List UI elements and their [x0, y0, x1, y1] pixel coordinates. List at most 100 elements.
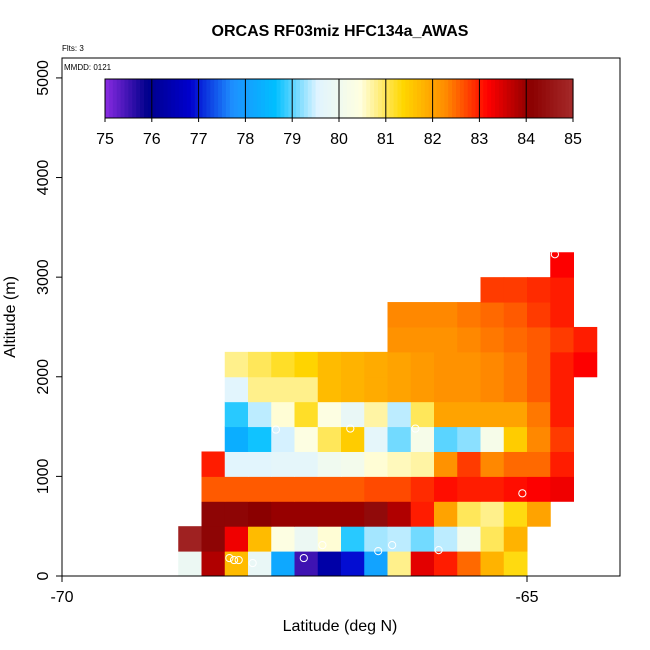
sample-marker — [299, 553, 308, 563]
heatmap-cell — [248, 426, 272, 452]
heatmap-cell — [224, 376, 249, 403]
colorbar-segment — [339, 79, 344, 118]
y-axis-label: Altitude (m) — [2, 276, 19, 358]
heatmap-cell — [248, 401, 272, 428]
colorbar-segment — [557, 79, 562, 118]
colorbar-segment — [222, 79, 227, 118]
heatmap-cell — [341, 476, 365, 502]
colorbar-segment — [393, 79, 399, 118]
colorbar-segment — [498, 79, 504, 118]
y-axis: 0 1000 2000 3000 4000 5000 — [35, 60, 62, 580]
sample-markers — [139, 250, 560, 568]
heatmap-cell — [271, 476, 295, 502]
heatmap-cell — [410, 451, 435, 477]
colorbar-segment — [253, 79, 258, 118]
heatmap-cell — [341, 551, 365, 577]
plot-frame — [61, 57, 621, 577]
heatmap-cell — [480, 551, 505, 577]
colorbar-segment — [467, 79, 473, 118]
heatmap-cell — [410, 302, 435, 328]
sample-marker — [206, 424, 215, 433]
heatmap-cell — [480, 277, 505, 303]
heatmap-cell — [248, 376, 272, 403]
heatmap-cell — [271, 526, 295, 552]
heatmap-cell — [317, 376, 342, 403]
heatmap-cell — [480, 426, 505, 452]
heatmap-cell — [503, 376, 528, 403]
heatmap-cell — [224, 526, 249, 552]
heatmap-cell — [503, 426, 528, 452]
colorbar-segment — [105, 79, 110, 118]
heatmap-cell — [294, 476, 319, 502]
colorbar-segment — [420, 79, 426, 118]
heatmap-cell — [248, 526, 272, 552]
heatmap-cell — [387, 526, 412, 552]
colorbar-segment — [186, 79, 192, 118]
colorbar-segment — [296, 79, 301, 118]
colorbar-segment — [397, 79, 402, 118]
heatmap-cell — [503, 351, 528, 378]
heatmap-cell — [364, 526, 388, 552]
heatmap-cell — [434, 476, 458, 502]
heatmap-cell — [364, 451, 388, 477]
heatmap-cell — [387, 302, 412, 328]
colorbar-segment — [342, 79, 348, 118]
heatmap-cell — [387, 326, 412, 353]
colorbar-segment — [366, 79, 371, 118]
heatmap-cell — [503, 326, 528, 353]
heatmap-cell — [434, 351, 458, 378]
colorbar-segment — [225, 79, 231, 118]
heatmap-cell — [317, 551, 342, 577]
heatmap-cell — [480, 501, 505, 527]
heatmap-cell — [317, 451, 342, 477]
heatmap-cell — [248, 501, 272, 527]
x-axis: -70 -65 — [50, 576, 539, 606]
colorbar-segment — [405, 79, 410, 118]
colorbar-segment — [436, 79, 441, 118]
heatmap-cell — [434, 401, 458, 428]
colorbar-segment — [300, 79, 305, 118]
y-tick-label: 5000 — [35, 60, 52, 96]
colorbar-segment — [491, 79, 496, 118]
heatmap-cell — [503, 401, 528, 428]
y-tick-label: 1000 — [35, 458, 52, 494]
sample-marker — [374, 546, 383, 556]
colorbar-segment — [385, 79, 391, 118]
colorbar-segment — [510, 79, 516, 118]
sample-marker — [141, 556, 150, 566]
heatmap-cell — [271, 401, 295, 428]
colorbar-label: 78 — [237, 131, 255, 148]
colorbar-segment — [147, 79, 153, 118]
colorbar-segment — [280, 79, 285, 118]
colorbar-segment — [159, 79, 165, 118]
colorbar-segment — [198, 79, 204, 118]
colorbar-segment — [175, 79, 180, 118]
colorbar-segment — [432, 79, 438, 118]
heatmap-cell — [550, 401, 574, 428]
heatmap-cell — [550, 451, 574, 477]
date-note: MMDD: 0121 — [64, 63, 112, 72]
heatmap-cell — [457, 351, 481, 378]
colorbar-segment — [206, 79, 211, 118]
heatmap-cell — [224, 401, 249, 428]
heatmap-cell — [294, 501, 319, 527]
heatmap-cell — [503, 451, 528, 477]
colorbar-segment — [350, 79, 356, 118]
colorbar-segment — [409, 79, 414, 118]
colorbar-label: 82 — [424, 131, 442, 148]
heatmap-cell — [341, 376, 365, 403]
colorbar-segment — [479, 79, 484, 118]
heatmap-cell — [410, 526, 435, 552]
sample-marker — [318, 541, 327, 550]
heatmap-cell — [178, 551, 202, 577]
heatmap-cell — [457, 551, 481, 577]
heatmap-cell — [387, 426, 412, 452]
colorbar-segment — [303, 79, 309, 118]
sample-marker — [411, 424, 420, 433]
sample-marker — [271, 425, 280, 434]
heatmap-cell — [341, 526, 365, 552]
colorbar-segment — [545, 79, 551, 118]
y-tick-label: 2000 — [35, 359, 52, 395]
colorbar-segment — [487, 79, 492, 118]
sample-marker — [229, 555, 239, 565]
